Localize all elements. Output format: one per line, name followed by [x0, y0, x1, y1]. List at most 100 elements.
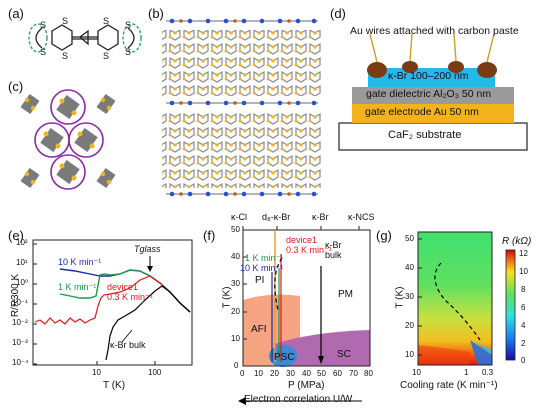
panel-label-b: (b) — [148, 6, 164, 21]
device-title: Au wires attached with carbon paste — [350, 25, 519, 37]
xtick-f: 60 — [333, 369, 342, 378]
legend-03k-f: 0.3 K min⁻¹ — [286, 245, 332, 255]
xtick-f: 50 — [317, 369, 326, 378]
panel-label-e: (e) — [8, 228, 24, 243]
legend-1k-e: 1 K min⁻¹ — [58, 282, 97, 292]
region-label-afi: AFI — [251, 324, 267, 335]
crossover-boundary — [274, 257, 283, 311]
colorbar-tick: 6 — [521, 303, 526, 312]
xtick-e: 10 — [92, 368, 101, 377]
top-label-kncs: κ-NCS — [348, 212, 375, 222]
axis-ylabel-g: T (K) — [394, 286, 406, 309]
colorbar-tick: 8 — [521, 285, 526, 294]
xtick-f: 80 — [364, 369, 373, 378]
legend-bulk-e: κ-Br bulk — [110, 340, 146, 350]
colorbar-tick: 0 — [521, 356, 526, 365]
ytick-g: 30 — [405, 292, 414, 301]
ytick-f: 30 — [231, 279, 240, 288]
region-label-psc: PSC — [274, 352, 295, 363]
colorbar-title: R (kΩ) — [502, 236, 532, 247]
region-label-pm: PM — [338, 289, 353, 300]
axis-xlabel-e: T (K) — [103, 380, 126, 391]
region-label-sc: SC — [337, 349, 351, 360]
legend-device-f: device1 — [286, 235, 318, 245]
region-label-pi: PI — [255, 275, 265, 286]
ytick-g: 20 — [405, 321, 414, 330]
panel-label-g: (g) — [376, 228, 392, 243]
ytick-e: 10² — [16, 238, 28, 247]
gate-electrode-layer — [352, 104, 514, 123]
ytick-f: 40 — [231, 252, 240, 261]
sulfur-label: S — [125, 20, 132, 30]
ytick-e: 10⁻⁴ — [12, 358, 29, 367]
kappa-br-layer — [368, 68, 495, 87]
colorbar-tick: 4 — [521, 321, 526, 330]
xtick-g: 10 — [412, 368, 421, 377]
panel-label-a: (a) — [8, 6, 24, 21]
xtick-f: 70 — [349, 369, 358, 378]
curve-03k — [34, 275, 191, 325]
top-label-kbr: κ-Br — [312, 212, 329, 222]
donor-layer — [162, 30, 322, 96]
legend-bulk-f-1: κ-Br — [325, 240, 342, 250]
xtick-f: 20 — [270, 369, 279, 378]
legend-1k-f: 1 K min⁻¹ — [245, 253, 284, 263]
xtick-f: 10 — [254, 369, 263, 378]
colorbar-tick: 2 — [521, 339, 526, 348]
xtick-e: 100 — [148, 368, 162, 377]
xtick-f: 40 — [302, 369, 311, 378]
ytick-e: 10⁻² — [12, 318, 28, 327]
panel-label-f: (f) — [203, 228, 216, 243]
panel-label-c: (c) — [8, 79, 24, 94]
ytick-f: 50 — [231, 225, 240, 234]
legend-bulk-f-2: bulk — [325, 250, 342, 260]
ytick-e: 10⁻¹ — [12, 298, 28, 307]
legend-10k-f: 10 K min⁻¹ — [240, 263, 284, 273]
sulfur-label: S — [103, 16, 110, 26]
layer-kappa-br-label: κ-Br 100–200 nm — [388, 70, 469, 82]
xtick-g: 1 — [464, 368, 469, 377]
colormap-image — [418, 232, 492, 365]
ytick-f: 0 — [234, 361, 239, 370]
tglass-label: Tglass — [134, 244, 161, 254]
caf2-substrate — [338, 122, 528, 151]
layer-dielectric-label: gate dielectric Al₂O₃ 50 nm — [366, 88, 492, 100]
gate-dielectric-layer — [352, 87, 514, 104]
legend-10k-e: 10 K min⁻¹ — [58, 257, 102, 267]
ytick-e: 10⁰ — [16, 278, 29, 287]
ytick-f: 20 — [231, 307, 240, 316]
panel-label-d: (d) — [330, 6, 346, 21]
xtick-g: 0.3 — [482, 368, 494, 377]
xtick-f: 30 — [286, 369, 295, 378]
electron-correlation-caption: Electron correlation U/W — [244, 394, 353, 405]
layer-substrate-label: CaF₂ substrate — [388, 129, 462, 141]
curve-bulk — [105, 285, 191, 361]
donor-layer — [162, 112, 322, 188]
crossover-boundary-g — [434, 262, 481, 341]
ytick-g: 50 — [405, 234, 414, 243]
ytick-g: 10 — [405, 350, 414, 359]
legend-03k-e: 0.3 K min⁻¹ — [107, 292, 153, 302]
sulfur-label: S — [103, 51, 110, 61]
axis-xlabel-g: Cooling rate (K min⁻¹) — [400, 380, 498, 391]
colorbar-tick: 10 — [519, 267, 528, 276]
ytick-e: 10¹ — [16, 258, 28, 267]
sulfur-label: S — [62, 51, 69, 61]
top-label-d8kbr: d₈-κ-Br — [262, 212, 291, 222]
colorbar-tick: 12 — [519, 249, 528, 258]
sulfur-label: S — [62, 16, 69, 26]
ytick-f: 10 — [231, 334, 240, 343]
region-sc — [275, 330, 370, 366]
sulfur-label: S — [40, 20, 47, 30]
top-label-kcl: κ-Cl — [231, 212, 247, 222]
sulfur-label: S — [125, 47, 132, 57]
legend-device-e: device1 — [107, 282, 139, 292]
ytick-e: 10⁻³ — [12, 338, 28, 347]
